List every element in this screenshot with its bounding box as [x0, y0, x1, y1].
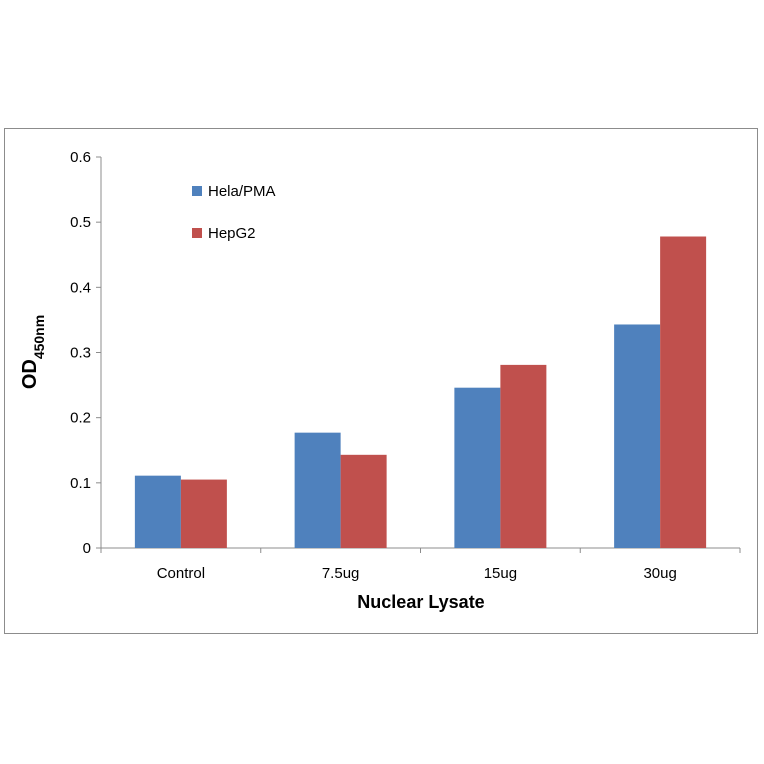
x-axis-title: Nuclear Lysate — [357, 592, 484, 612]
legend-swatch — [192, 186, 202, 196]
y-tick-label: 0 — [83, 540, 91, 557]
y-tick-label: 0.3 — [70, 345, 91, 362]
y-tick-label: 0.6 — [70, 149, 91, 166]
y-axis-title: OD450nm — [19, 315, 47, 389]
chart-frame — [4, 128, 758, 634]
legend: Hela/PMA HepG2 — [192, 183, 276, 242]
y-axis-title-sub: 450nm — [31, 315, 47, 359]
bar-hela-pma-control — [134, 475, 181, 548]
bar-hepg2-15ug — [500, 364, 547, 548]
bar-hela-pma-30ug — [614, 324, 661, 548]
y-tick-label: 0.1 — [70, 475, 91, 492]
legend-label: HepG2 — [208, 225, 256, 242]
bar-hela-pma-7-5ug — [294, 432, 341, 548]
bars — [134, 236, 707, 548]
y-tick-label: 0.4 — [70, 279, 91, 296]
y-axis-ticks: 0 0.1 0.2 0.3 0.4 0.5 0.6 — [70, 149, 101, 557]
y-tick-label: 0.2 — [70, 410, 91, 427]
x-tick-label: 7.5ug — [322, 565, 360, 582]
bar-hepg2-control — [180, 479, 227, 548]
legend-label: Hela/PMA — [208, 183, 276, 200]
x-axis-ticks: Control 7.5ug 15ug 30ug — [100, 548, 741, 582]
y-tick-label: 0.5 — [70, 214, 91, 231]
x-tick-label: Control — [157, 565, 205, 582]
x-tick-label: 30ug — [643, 565, 676, 582]
bar-hela-pma-15ug — [454, 387, 501, 548]
x-tick-label: 15ug — [484, 565, 517, 582]
bar-hepg2-7-5ug — [340, 454, 387, 548]
legend-swatch — [192, 228, 202, 238]
bar-hepg2-30ug — [660, 236, 707, 548]
y-axis-title-main: OD — [19, 359, 41, 389]
